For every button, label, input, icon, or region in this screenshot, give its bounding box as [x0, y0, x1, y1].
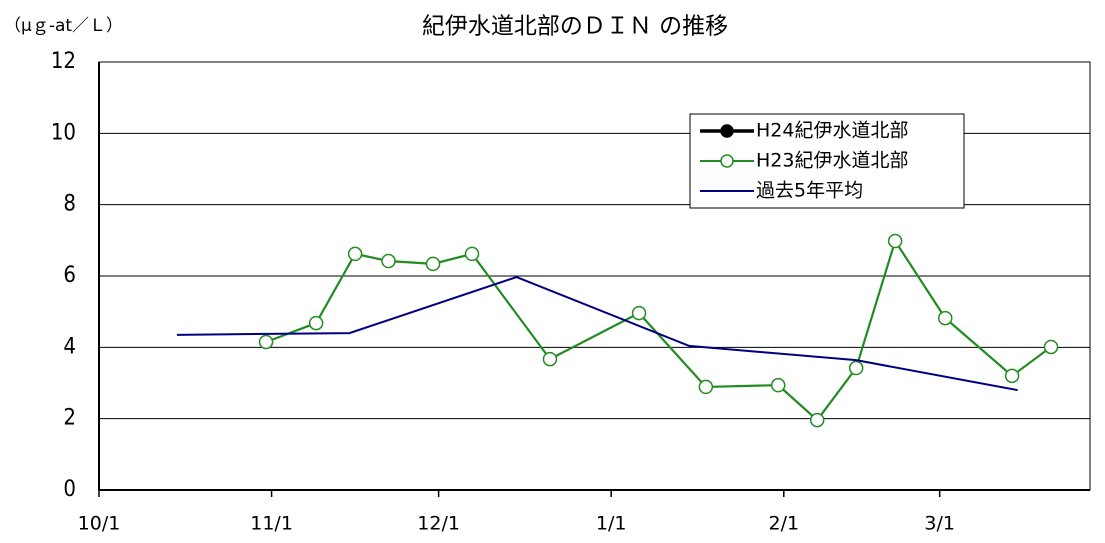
data-point: [809, 412, 825, 428]
y-tick-label: 4: [63, 334, 76, 359]
y-unit: （μｇ-at／Ｌ）: [4, 16, 123, 36]
data-point: [381, 253, 396, 269]
data-point: [848, 360, 864, 376]
x-tick-label: 11/1: [250, 513, 293, 535]
legend-marker: [720, 124, 734, 138]
data-point: [542, 351, 558, 367]
y-tick-label: 10: [51, 120, 76, 145]
data-point: [258, 334, 274, 350]
data-point: [698, 379, 714, 395]
x-tick-label: 10/1: [78, 513, 121, 535]
legend-marker: [720, 154, 734, 168]
x-tick-label: 2/1: [769, 513, 800, 535]
y-tick-label: 6: [63, 263, 76, 288]
legend-label: 過去5年平均: [756, 180, 863, 202]
data-point: [887, 233, 903, 249]
data-point: [308, 315, 324, 331]
data-point: [425, 256, 441, 272]
legend-label: H23紀伊水道北部: [756, 150, 908, 172]
data-point: [937, 310, 953, 326]
x-tick-label: 3/1: [924, 513, 955, 535]
chart-title: 紀伊水道北部のＤＩＮ の推移: [422, 14, 728, 40]
x-tick-label: 1/1: [596, 513, 627, 535]
data-point: [1004, 368, 1020, 384]
data-point: [770, 377, 786, 393]
y-tick-label: 0: [63, 477, 76, 502]
y-tick-label: 8: [63, 192, 76, 217]
data-point: [347, 246, 363, 262]
series-line: [176, 276, 1018, 392]
y-tick-label: 12: [51, 49, 76, 74]
series-line: [265, 238, 1052, 422]
x-tick-label: 12/1: [417, 513, 460, 535]
data-point: [631, 305, 647, 321]
data-point: [1043, 339, 1059, 355]
legend-label: H24紀伊水道北部: [756, 120, 908, 142]
data-point: [464, 246, 480, 262]
y-tick-label: 2: [63, 406, 76, 431]
